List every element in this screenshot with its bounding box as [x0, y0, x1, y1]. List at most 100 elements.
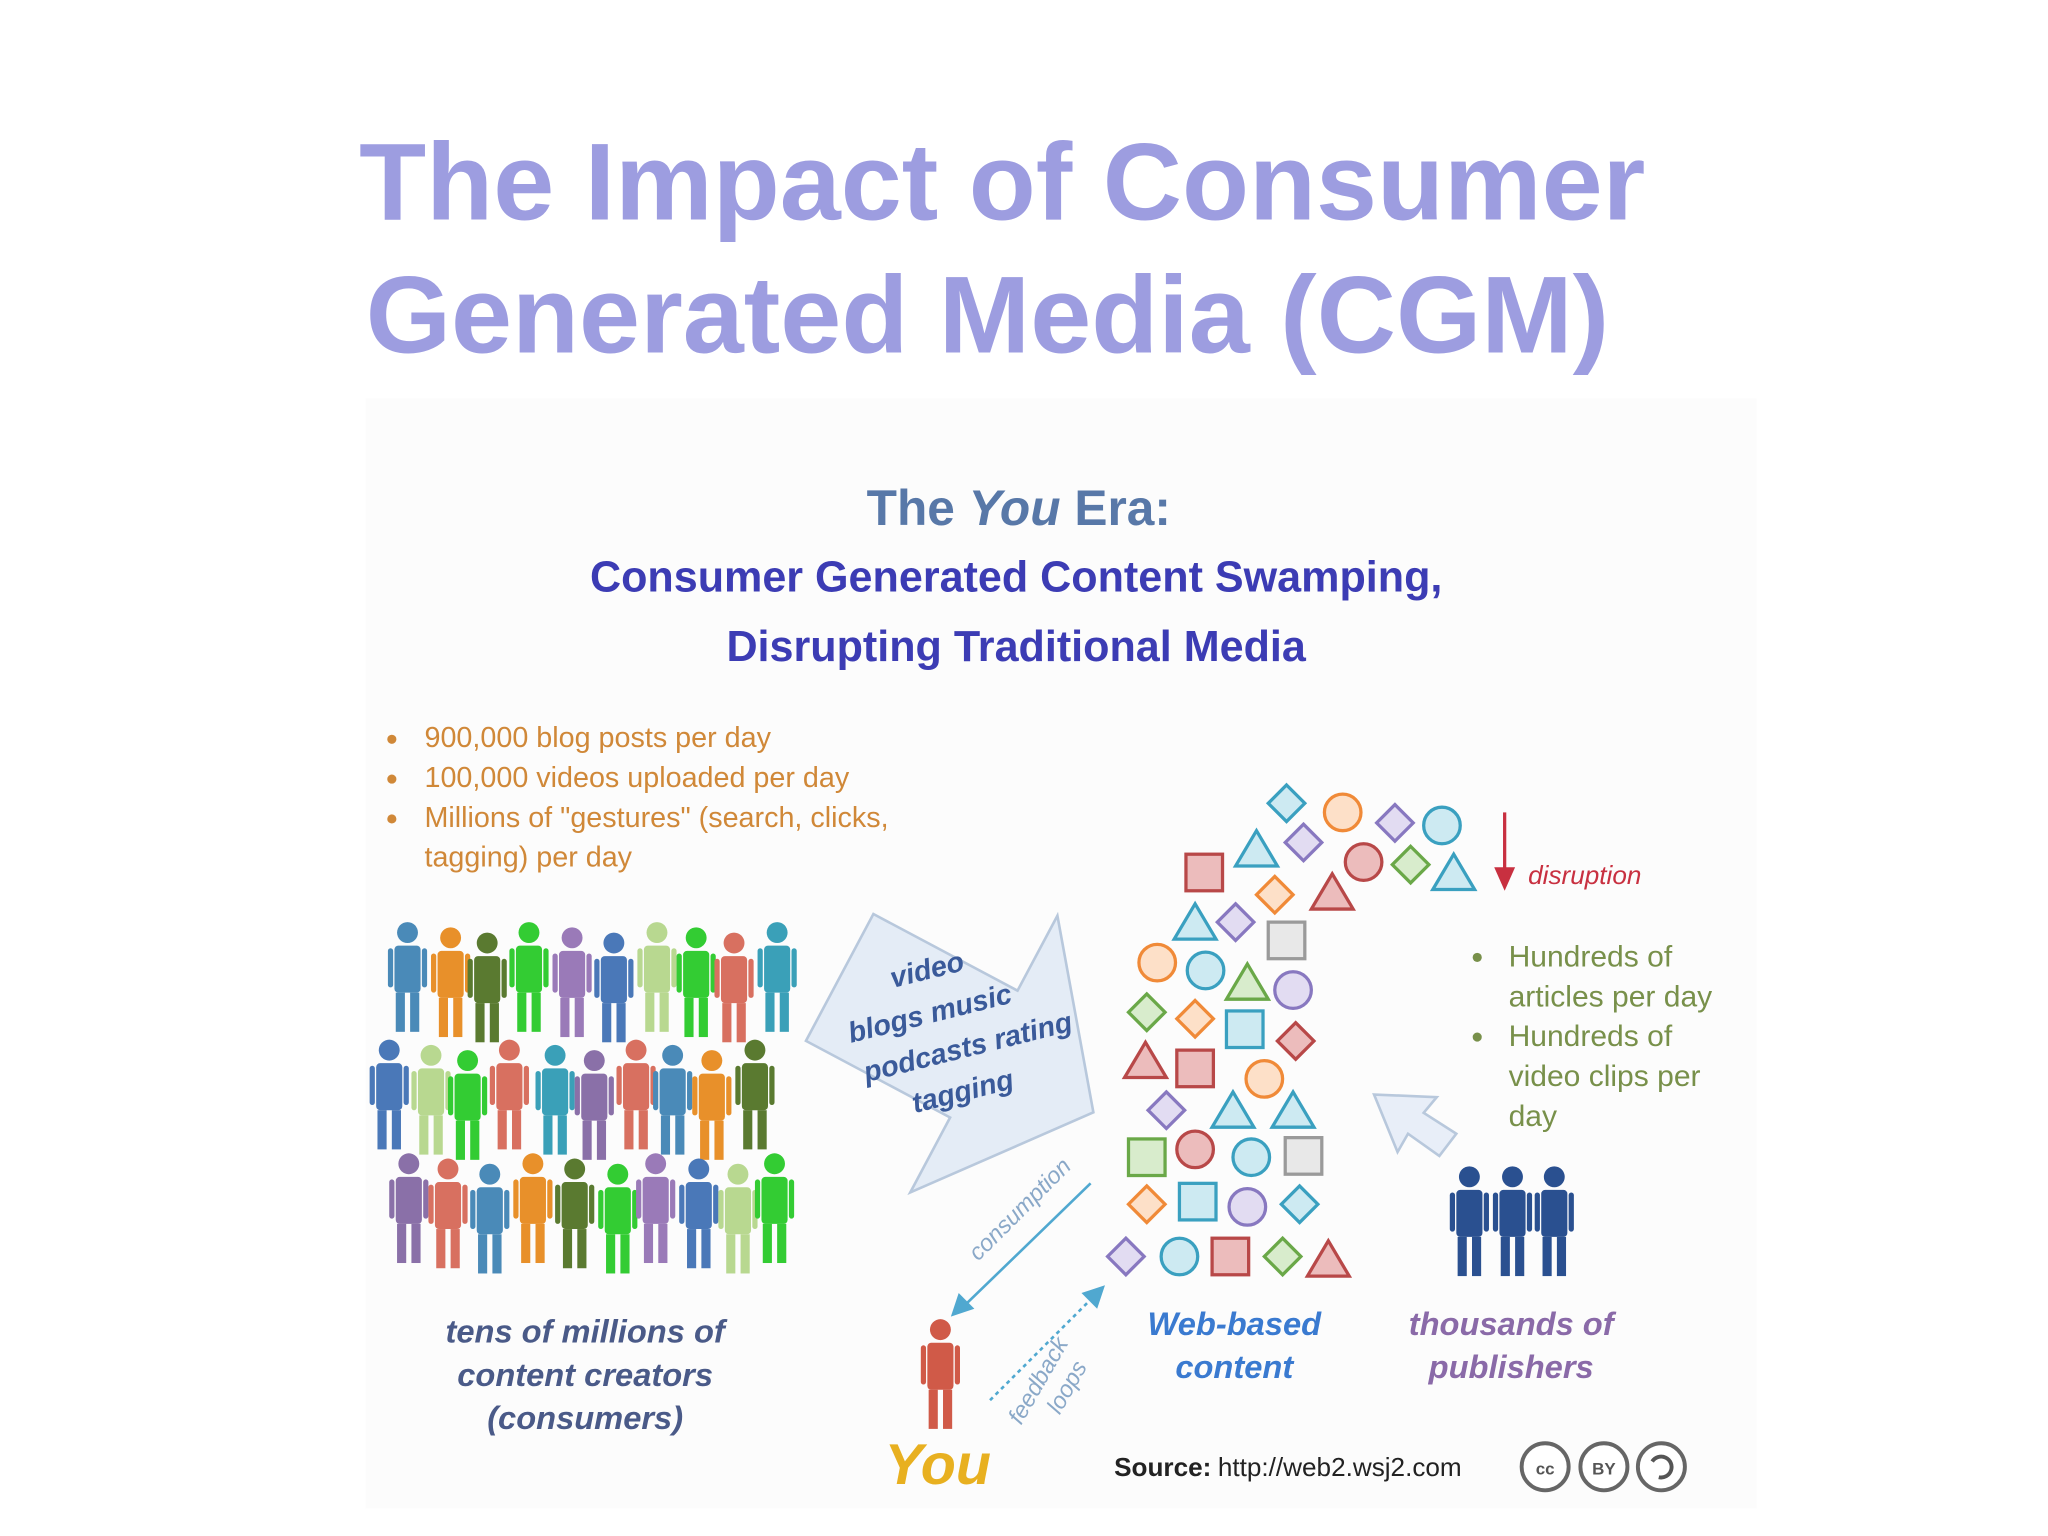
body — [600, 956, 627, 1004]
caption: thousands of — [1409, 1305, 1617, 1342]
body — [542, 1068, 569, 1116]
head — [583, 1050, 605, 1072]
head — [518, 922, 540, 944]
body — [724, 1187, 752, 1235]
arrow-shape — [804, 911, 1095, 1196]
caption: content creators — [457, 1356, 713, 1393]
arm — [470, 1189, 476, 1230]
leg — [470, 1120, 480, 1160]
bullet — [387, 734, 397, 744]
head — [723, 932, 745, 954]
leg — [478, 1234, 488, 1274]
leg — [624, 1110, 634, 1150]
head — [701, 1050, 723, 1072]
arm — [788, 1179, 795, 1219]
license-icon — [1635, 1441, 1687, 1493]
body — [659, 1068, 686, 1116]
content-shape — [1175, 1129, 1216, 1170]
leg — [684, 997, 694, 1038]
leg — [659, 992, 669, 1032]
leg — [475, 1003, 485, 1043]
leg — [582, 1120, 592, 1160]
arm — [421, 948, 428, 988]
content-shape — [1343, 842, 1384, 882]
head — [420, 1044, 442, 1066]
content-shape — [1322, 792, 1363, 833]
content-shape — [1266, 920, 1307, 961]
person-icon — [489, 1039, 529, 1150]
person-icon — [369, 1039, 409, 1150]
bullet — [1472, 952, 1482, 962]
head — [645, 1153, 667, 1175]
leg — [740, 1234, 750, 1274]
leg — [616, 1003, 626, 1043]
arm — [757, 948, 763, 988]
person-icon — [470, 1163, 510, 1274]
content-shape — [1210, 1236, 1251, 1277]
head — [522, 1153, 544, 1175]
leg — [450, 1229, 460, 1269]
content-shape — [1308, 870, 1357, 911]
person-icon — [535, 1044, 575, 1155]
arm — [628, 958, 634, 998]
person-icon — [448, 1050, 488, 1160]
person-icon — [431, 927, 471, 1038]
leg — [497, 1110, 507, 1150]
arm — [369, 1065, 375, 1105]
leg — [1542, 1236, 1552, 1277]
person-icon — [509, 922, 549, 1032]
title: The Impact of Consumer — [359, 121, 1645, 243]
arm — [608, 1076, 614, 1116]
body — [642, 1176, 669, 1224]
arm — [676, 953, 682, 993]
arm — [555, 1184, 561, 1224]
content-shape — [1126, 1183, 1168, 1225]
arm — [598, 1189, 604, 1230]
head — [397, 922, 418, 944]
head — [378, 1039, 400, 1061]
arm — [653, 1071, 659, 1111]
stat-text: tagging) per day — [424, 842, 632, 874]
leg — [757, 1110, 767, 1150]
head — [766, 922, 788, 944]
head — [727, 1163, 749, 1185]
leg — [391, 1110, 401, 1150]
leg — [531, 992, 541, 1032]
arm — [791, 948, 797, 988]
head — [479, 1163, 501, 1185]
consumption-arrow — [963, 1182, 1092, 1308]
leg — [687, 1229, 697, 1269]
arm — [1449, 1192, 1456, 1232]
leg — [1472, 1236, 1482, 1277]
leg — [521, 1223, 531, 1264]
license-icon — [1578, 1441, 1630, 1493]
leg — [606, 1234, 616, 1274]
person-icon — [754, 1153, 795, 1264]
body — [720, 956, 748, 1004]
license-text: cc — [1536, 1460, 1555, 1479]
arm — [513, 1179, 519, 1219]
arm — [411, 1071, 417, 1111]
caption: content — [1175, 1348, 1294, 1385]
content-shape — [1429, 851, 1478, 892]
content-shape — [1184, 852, 1225, 893]
arm — [569, 1071, 575, 1111]
leg — [577, 1229, 587, 1269]
leg — [643, 1223, 654, 1264]
body — [434, 1182, 462, 1230]
leg — [645, 992, 655, 1032]
person-icon — [1534, 1166, 1574, 1277]
arm — [448, 1076, 454, 1116]
caption: (consumers) — [487, 1399, 683, 1436]
arm — [692, 1076, 698, 1116]
body — [683, 950, 710, 998]
content-shape — [1374, 802, 1416, 844]
arrow-head — [1081, 1285, 1105, 1309]
body — [559, 950, 586, 998]
arm — [509, 948, 515, 988]
person-icon — [757, 922, 797, 1032]
body — [395, 1176, 422, 1224]
arm — [713, 1184, 719, 1224]
license-symbol — [1650, 1454, 1674, 1480]
